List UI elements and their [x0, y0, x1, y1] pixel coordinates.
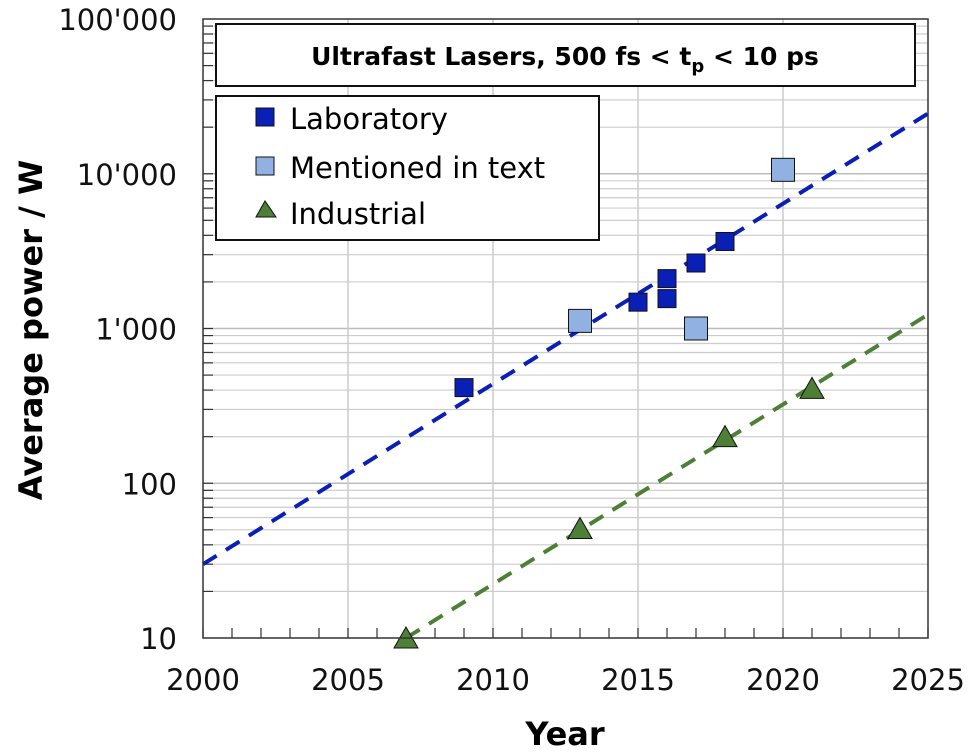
chart-title: Ultrafast Lasers, 500 fs < tp < 10 ps — [311, 42, 819, 77]
data-point — [712, 424, 738, 448]
data-point — [567, 516, 593, 540]
data-point — [799, 376, 825, 399]
plot-frame — [202, 18, 929, 639]
trendlines — [201, 111, 930, 640]
data-point — [771, 157, 795, 182]
data-point — [454, 378, 474, 398]
y-axis-label: Average power / W — [12, 160, 50, 501]
x-tick-label: 2000 — [166, 663, 240, 697]
x-tick-label: 2015 — [601, 663, 675, 697]
data-points — [393, 157, 825, 649]
data-point — [686, 253, 706, 273]
legend-label-laboratory: Laboratory — [290, 102, 448, 136]
trendline — [404, 312, 930, 640]
data-point — [568, 308, 592, 333]
legend: Laboratory Mentioned in text Industrial — [215, 95, 600, 241]
legend-marker-laboratory — [255, 107, 275, 127]
y-tick-label: 100 — [122, 467, 177, 501]
y-tick-label: 10'000 — [77, 158, 177, 192]
legend-marker-industrial — [255, 200, 277, 218]
data-point — [657, 269, 677, 289]
x-tick-label: 2005 — [311, 663, 385, 697]
legend-marker-mentioned — [255, 156, 275, 176]
data-point — [628, 292, 648, 312]
data-point — [715, 231, 735, 251]
x-axis-label: Year — [524, 715, 605, 753]
y-tick-label: 100'000 — [58, 3, 177, 37]
legend-label-mentioned: Mentioned in text — [290, 151, 545, 185]
y-tick-label: 1'000 — [95, 313, 177, 347]
legend-label-industrial: Industrial — [290, 197, 426, 231]
x-tick-label: 2025 — [891, 663, 965, 697]
x-tick-label: 2020 — [746, 663, 820, 697]
title-box: Ultrafast Lasers, 500 fs < tp < 10 ps — [215, 23, 916, 87]
y-tick-label: 10 — [140, 622, 177, 656]
trendline — [201, 111, 930, 566]
data-point — [684, 316, 708, 341]
tick-labels: 2000 2005 2010 2015 2020 2025 10 100 1'000 10'000… — [58, 3, 965, 697]
x-tick-label: 2010 — [456, 663, 530, 697]
data-point — [657, 289, 677, 309]
